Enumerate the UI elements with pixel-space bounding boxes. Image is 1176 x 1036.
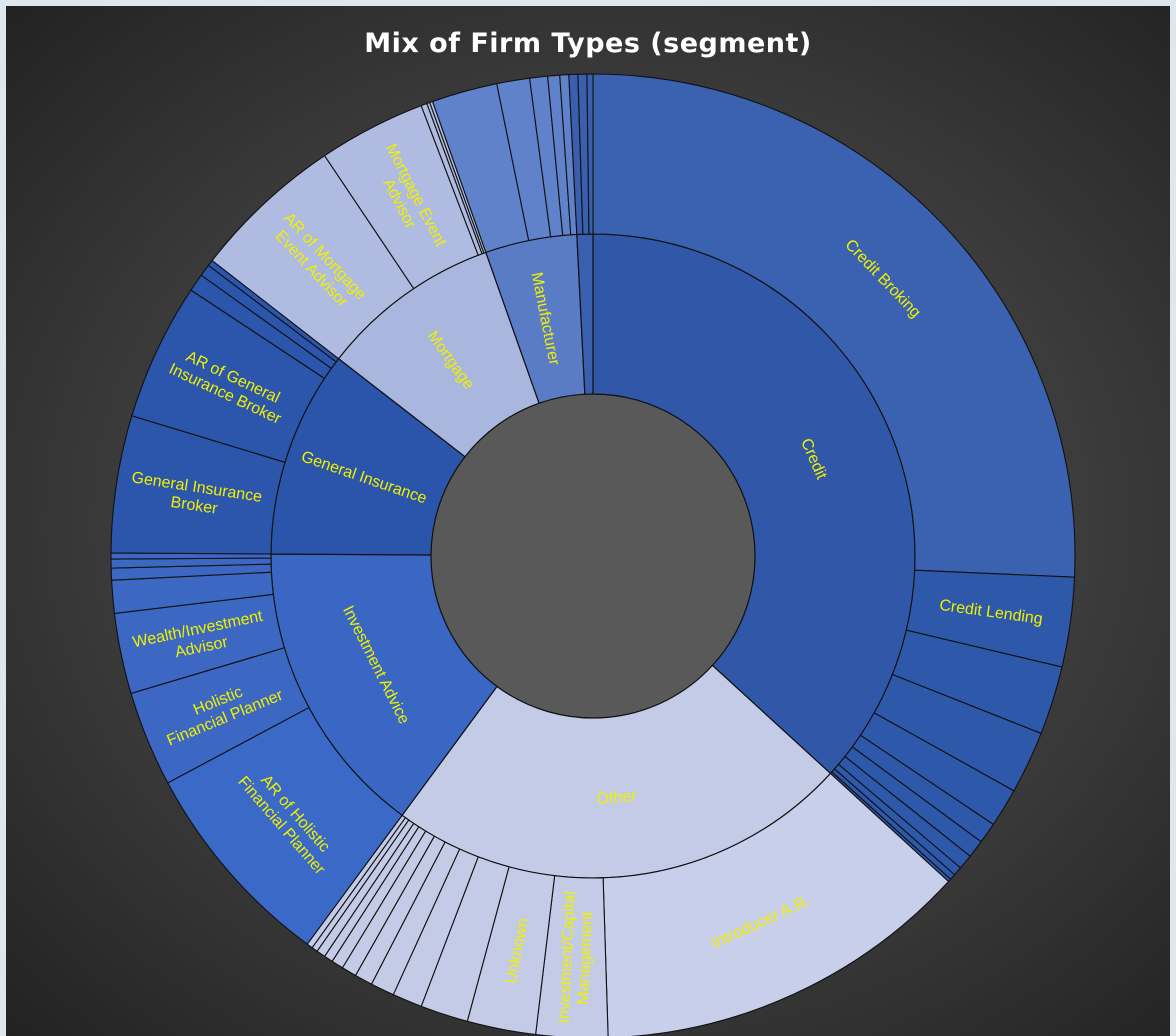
outer-segment-introducer-a-r[interactable] xyxy=(602,772,950,1036)
outer-segment-credit-broking[interactable] xyxy=(592,73,1076,578)
outer-segment-unlabeled-6-2[interactable] xyxy=(586,73,594,235)
chart-title: Mix of Firm Types (segment) xyxy=(364,28,812,59)
segment-label-investment-capital-management: Investment/CapitalManagement xyxy=(556,891,597,1025)
center-hole xyxy=(430,393,756,719)
segment-label-other: Other xyxy=(596,787,638,808)
